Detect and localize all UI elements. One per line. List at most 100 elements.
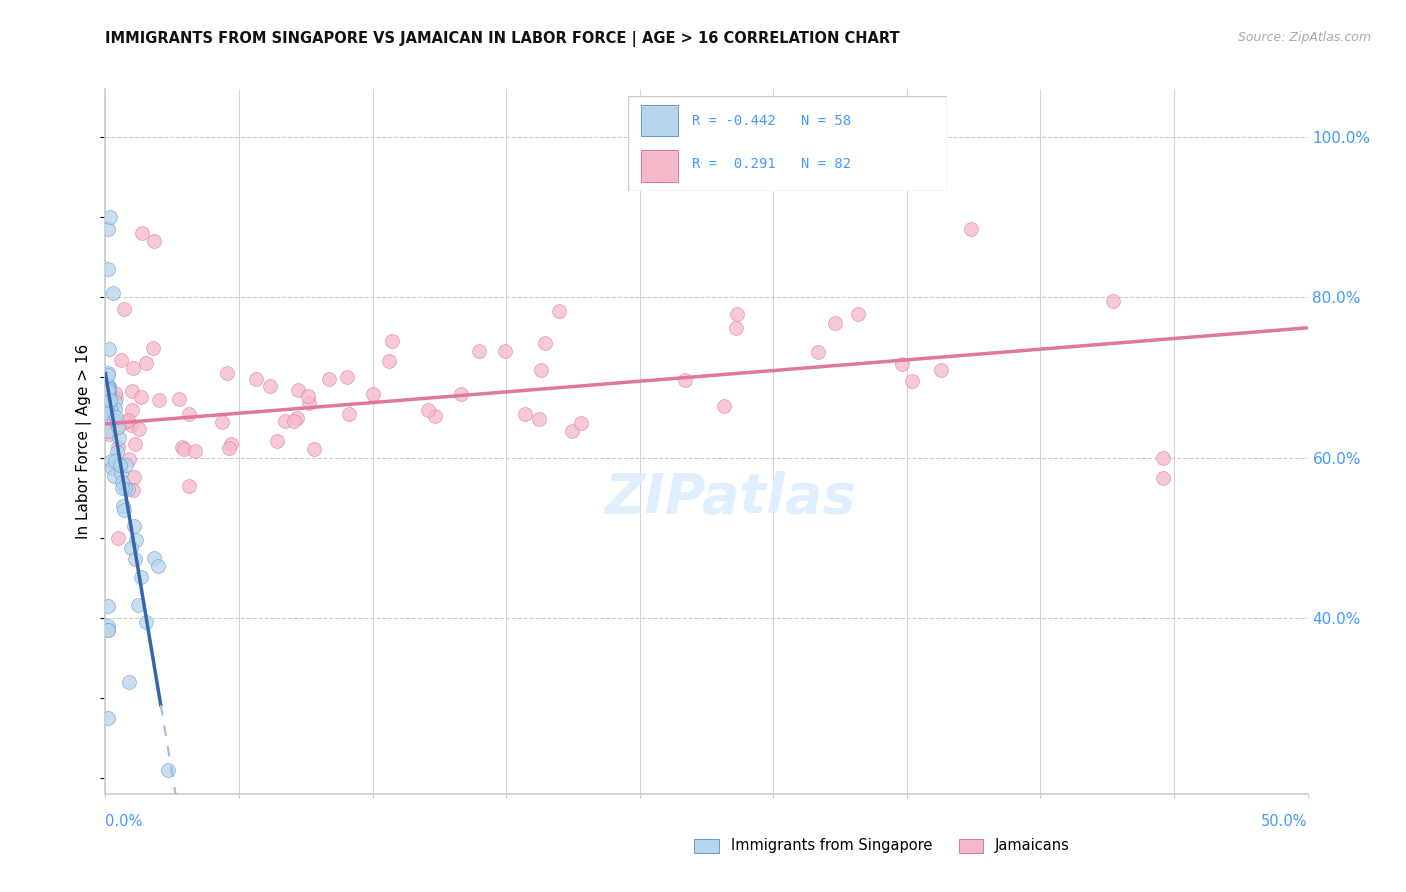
Point: [287, 384, 309, 398]
Point: [117, 482, 139, 496]
Point: [724, 321, 747, 335]
Point: [124, 437, 146, 451]
Point: [285, 410, 308, 425]
Text: 50.0%: 50.0%: [1261, 814, 1308, 829]
Point: [110, 458, 132, 472]
Point: [124, 552, 146, 566]
Point: [530, 363, 553, 377]
Point: [112, 301, 135, 316]
Point: [179, 479, 201, 493]
Point: [97, 599, 120, 613]
Point: [135, 355, 157, 369]
Point: [97, 396, 120, 410]
Point: [98, 211, 121, 225]
Point: [131, 227, 153, 241]
Point: [135, 615, 157, 630]
Point: [129, 570, 152, 584]
Point: [117, 413, 139, 427]
Point: [97, 384, 120, 399]
Point: [114, 481, 136, 495]
Point: [527, 412, 550, 426]
Point: [298, 396, 321, 410]
Point: [118, 674, 141, 689]
Point: [1152, 450, 1174, 465]
Text: Immigrants from Singapore: Immigrants from Singapore: [731, 838, 932, 854]
Point: [98, 390, 121, 404]
Point: [120, 541, 142, 555]
Point: [547, 303, 569, 318]
Bar: [959, 838, 983, 853]
Point: [100, 400, 122, 414]
Point: [423, 409, 446, 423]
Point: [468, 344, 491, 359]
Point: [114, 415, 136, 429]
Point: [101, 286, 124, 301]
Point: [124, 470, 146, 484]
Point: [337, 407, 360, 421]
Point: [97, 342, 120, 356]
Point: [960, 222, 983, 236]
Point: [105, 420, 128, 434]
Point: [103, 395, 125, 409]
Point: [97, 366, 120, 380]
Point: [97, 262, 120, 277]
Point: [98, 379, 121, 393]
Point: [97, 397, 120, 411]
Point: [127, 598, 149, 612]
Text: 0.0%: 0.0%: [105, 814, 142, 829]
Point: [274, 414, 297, 428]
Point: [807, 344, 830, 359]
Point: [104, 454, 127, 468]
Point: [561, 424, 583, 438]
Point: [148, 558, 170, 573]
Point: [103, 413, 125, 427]
Point: [125, 533, 148, 547]
Point: [98, 392, 121, 407]
Point: [142, 235, 165, 249]
Point: [266, 434, 288, 448]
Point: [318, 372, 340, 386]
Point: [172, 440, 194, 454]
Point: [97, 405, 120, 419]
Text: IMMIGRANTS FROM SINGAPORE VS JAMAICAN IN LABOR FORCE | AGE > 16 CORRELATION CHAR: IMMIGRANTS FROM SINGAPORE VS JAMAICAN IN…: [105, 31, 900, 47]
Point: [104, 409, 127, 424]
Point: [450, 387, 472, 401]
Point: [336, 369, 359, 384]
Point: [283, 414, 305, 428]
Point: [112, 503, 135, 517]
Point: [381, 334, 404, 348]
Point: [97, 381, 120, 395]
Point: [121, 402, 143, 417]
Point: [97, 711, 120, 725]
Point: [101, 461, 124, 475]
Point: [846, 307, 869, 321]
Point: [122, 519, 145, 533]
Bar: [695, 838, 718, 853]
Point: [245, 372, 267, 386]
Point: [169, 392, 191, 406]
Point: [104, 401, 127, 416]
Point: [418, 403, 440, 417]
Text: Jamaicans: Jamaicans: [995, 838, 1070, 854]
Point: [173, 442, 195, 456]
Point: [725, 307, 748, 321]
Point: [107, 420, 129, 434]
Point: [98, 427, 121, 442]
Point: [98, 384, 121, 399]
Text: ZIPatlas: ZIPatlas: [605, 471, 856, 524]
Point: [121, 483, 143, 497]
Point: [97, 618, 120, 632]
Point: [211, 415, 233, 429]
Point: [97, 385, 120, 400]
Point: [378, 354, 401, 368]
Point: [142, 550, 165, 565]
Point: [110, 466, 132, 480]
Point: [142, 341, 165, 355]
Point: [361, 387, 384, 401]
Point: [215, 366, 238, 380]
Point: [128, 421, 150, 435]
Point: [97, 379, 120, 393]
Point: [156, 763, 179, 777]
Point: [114, 458, 136, 473]
Point: [97, 384, 120, 398]
